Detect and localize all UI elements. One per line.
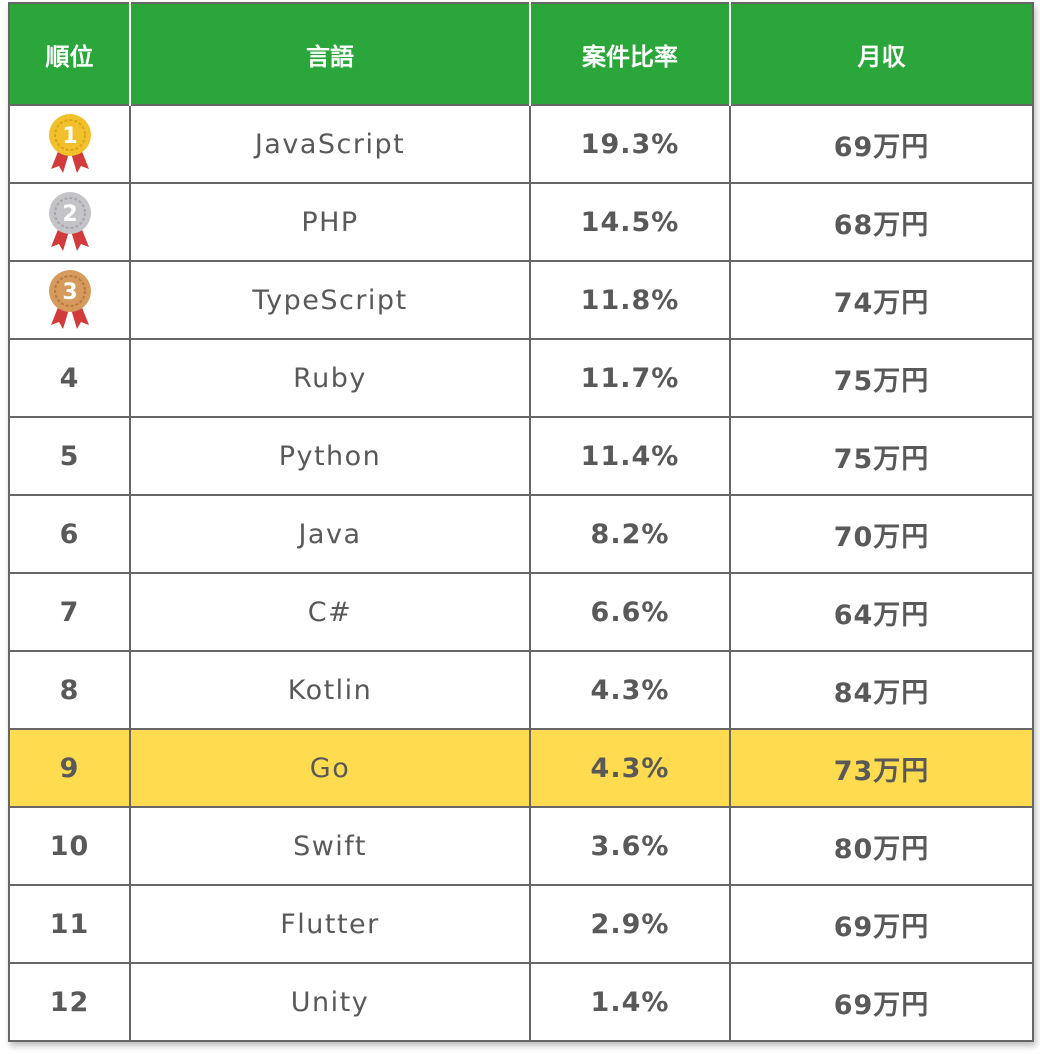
language-cell: C# (129, 572, 531, 652)
ratio-cell: 8.2% (529, 494, 731, 574)
table-row: 9 Go 4.3% 73万円 (8, 728, 1034, 808)
language-cell: JavaScript (129, 104, 531, 184)
language-cell: Go (129, 728, 531, 808)
ratio-cell: 2.9% (529, 884, 731, 964)
table-row: 11 Flutter 2.9% 69万円 (8, 884, 1034, 964)
table-row: 6 Java 8.2% 70万円 (8, 494, 1034, 574)
income-cell: 74万円 (729, 260, 1034, 340)
table-row: 10 Swift 3.6% 80万円 (8, 806, 1034, 886)
ratio-cell: 6.6% (529, 572, 731, 652)
table-row: 5 Python 11.4% 75万円 (8, 416, 1034, 496)
table-row: 1 JavaScript 19.3% 69万円 (8, 104, 1034, 184)
ratio-cell: 19.3% (529, 104, 731, 184)
language-cell: TypeScript (129, 260, 531, 340)
ratio-cell: 4.3% (529, 650, 731, 730)
rank-cell: 3 (8, 260, 131, 340)
rank-cell: 11 (8, 884, 131, 964)
rank-cell: 12 (8, 962, 131, 1042)
income-cell: 73万円 (729, 728, 1034, 808)
table-row: 8 Kotlin 4.3% 84万円 (8, 650, 1034, 730)
income-cell: 75万円 (729, 416, 1034, 496)
income-cell: 68万円 (729, 182, 1034, 262)
table-row: 2 PHP 14.5% 68万円 (8, 182, 1034, 262)
language-cell: Unity (129, 962, 531, 1042)
language-cell: Python (129, 416, 531, 496)
rank-cell: 4 (8, 338, 131, 418)
rank-cell: 5 (8, 416, 131, 496)
svg-text:2: 2 (62, 202, 77, 227)
language-ranking-table: 順位 言語 案件比率 月収 1 JavaScript 19.3% 69万円 2 PH… (8, 2, 1034, 1042)
rank-cell: 7 (8, 572, 131, 652)
svg-text:3: 3 (62, 280, 77, 305)
language-cell: Swift (129, 806, 531, 886)
income-cell: 64万円 (729, 572, 1034, 652)
header-income: 月収 (729, 2, 1034, 105)
ratio-cell: 11.7% (529, 338, 731, 418)
rank-cell: 9 (8, 728, 131, 808)
gold-medal-icon: 1 (48, 114, 91, 173)
rank-cell: 6 (8, 494, 131, 574)
language-cell: Flutter (129, 884, 531, 964)
bronze-medal-icon: 3 (48, 270, 91, 329)
rank-cell: 8 (8, 650, 131, 730)
rank-cell: 10 (8, 806, 131, 886)
ratio-cell: 14.5% (529, 182, 731, 262)
ratio-cell: 4.3% (529, 728, 731, 808)
income-cell: 69万円 (729, 104, 1034, 184)
header-row: 順位 言語 案件比率 月収 (8, 2, 1034, 105)
table-row: 3 TypeScript 11.8% 74万円 (8, 260, 1034, 340)
income-cell: 70万円 (729, 494, 1034, 574)
ratio-cell: 11.4% (529, 416, 731, 496)
income-cell: 84万円 (729, 650, 1034, 730)
language-cell: Kotlin (129, 650, 531, 730)
header-ratio: 案件比率 (529, 2, 731, 105)
svg-text:1: 1 (62, 124, 77, 149)
silver-medal-icon: 2 (48, 192, 91, 251)
header-rank: 順位 (8, 2, 131, 105)
ratio-cell: 11.8% (529, 260, 731, 340)
table-row: 4 Ruby 11.7% 75万円 (8, 338, 1034, 418)
income-cell: 69万円 (729, 962, 1034, 1042)
language-cell: Java (129, 494, 531, 574)
income-cell: 80万円 (729, 806, 1034, 886)
language-cell: PHP (129, 182, 531, 262)
table-row: 7 C# 6.6% 64万円 (8, 572, 1034, 652)
ratio-cell: 3.6% (529, 806, 731, 886)
income-cell: 75万円 (729, 338, 1034, 418)
income-cell: 69万円 (729, 884, 1034, 964)
rank-cell: 2 (8, 182, 131, 262)
header-language: 言語 (129, 2, 531, 105)
table-row: 12 Unity 1.4% 69万円 (8, 962, 1034, 1042)
language-cell: Ruby (129, 338, 531, 418)
rank-cell: 1 (8, 104, 131, 184)
ratio-cell: 1.4% (529, 962, 731, 1042)
